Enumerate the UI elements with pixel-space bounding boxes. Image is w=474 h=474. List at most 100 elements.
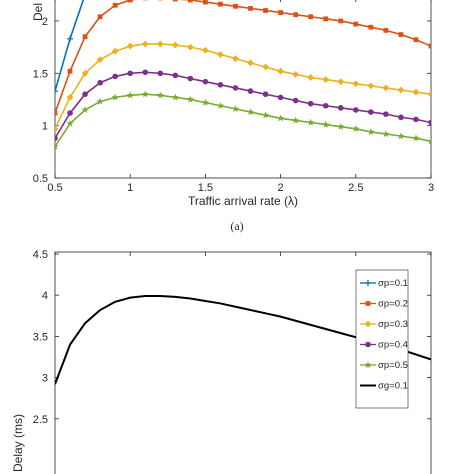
data-point <box>247 88 254 94</box>
legend-entry: σp=0.4 <box>360 340 408 351</box>
data-point <box>262 63 269 71</box>
series-3 <box>55 40 431 133</box>
chart-b-series <box>55 295 431 385</box>
data-point <box>171 93 179 101</box>
data-point <box>367 128 375 135</box>
chart-a: 0.5 1 1.5 2 2.5 3 0.5 1 1.5 2 Traffic arrival rat… <box>31 0 434 233</box>
chart-a-y-axis-label: Del <box>31 3 45 21</box>
data-point <box>263 8 268 13</box>
legend-label: σg=0.1 <box>378 381 408 392</box>
data-point <box>246 108 255 116</box>
series-line <box>55 0 85 92</box>
y-tick-label: 2.5 <box>33 414 48 426</box>
legend-entry: σp=0.5 <box>360 360 408 371</box>
data-point <box>412 88 420 96</box>
series-2 <box>55 0 431 116</box>
data-point <box>216 101 225 109</box>
data-point <box>276 114 285 122</box>
legend-entry: σp=0.2 <box>360 299 408 310</box>
data-point <box>171 41 179 49</box>
x-tick-label: 2.5 <box>348 182 363 194</box>
data-point <box>428 119 431 126</box>
data-point <box>353 21 359 27</box>
chart-b: 2.533.544.5 Delay (ms) σp=0.1σp=0.2σp=0.… <box>11 249 432 474</box>
legend-label: σp=0.2 <box>378 299 408 310</box>
data-point <box>55 110 58 116</box>
chart-b-tick-labels: 2.5 3 3.5 4 4.5 <box>33 249 48 426</box>
data-point <box>126 91 134 99</box>
data-point <box>111 93 119 101</box>
data-point <box>307 100 314 107</box>
data-point <box>186 43 194 51</box>
data-point <box>81 106 89 114</box>
data-point <box>397 86 405 94</box>
series-5 <box>55 90 431 150</box>
legend-label: σp=0.1 <box>378 278 408 289</box>
data-point <box>293 12 299 18</box>
data-point <box>382 84 390 92</box>
y-tick-label: 3 <box>42 373 48 385</box>
data-point <box>67 35 74 42</box>
data-point <box>156 91 164 99</box>
x-tick-label: 2 <box>278 182 284 194</box>
data-point <box>382 130 390 138</box>
data-point <box>427 90 431 98</box>
data-point <box>231 105 240 112</box>
data-point <box>55 142 59 150</box>
data-point <box>96 56 104 64</box>
y-tick-label: 0.5 <box>33 173 48 185</box>
chart-a-ticks <box>54 0 432 179</box>
data-point <box>156 40 164 48</box>
data-point <box>172 72 179 79</box>
legend-marker <box>364 361 372 369</box>
data-point <box>201 98 210 106</box>
data-point <box>127 0 133 3</box>
data-point <box>353 107 359 113</box>
data-point <box>322 76 330 83</box>
y-tick-label: 4 <box>42 290 48 302</box>
data-point <box>67 110 73 116</box>
data-point <box>217 82 224 88</box>
data-point <box>352 124 360 132</box>
chart-b-y-axis-label: Delay (ms) <box>11 414 25 472</box>
legend-entry: σp=0.3 <box>360 319 408 330</box>
data-point <box>413 116 419 123</box>
chart-a-x-axis-label: Traffic arrival rate (λ) <box>188 194 298 208</box>
data-point <box>67 68 73 74</box>
data-point <box>397 132 405 140</box>
data-point <box>112 73 118 80</box>
data-point <box>81 69 89 77</box>
x-tick-label: 1 <box>127 182 133 194</box>
legend-label: σp=0.4 <box>378 340 408 351</box>
y-tick-label: 4.5 <box>33 249 48 261</box>
data-point <box>337 122 345 130</box>
legend-marker <box>364 320 372 328</box>
series-1 <box>55 0 85 95</box>
legend-entry: σp=0.1 <box>360 278 408 289</box>
data-point <box>187 0 193 3</box>
data-point <box>261 111 270 119</box>
data-point <box>217 51 224 58</box>
data-point <box>111 47 119 55</box>
y-tick-label: 1.5 <box>33 68 48 80</box>
data-point <box>322 102 329 109</box>
series-4 <box>55 69 431 142</box>
data-point <box>82 34 88 40</box>
data-point <box>323 16 329 22</box>
data-point <box>278 10 283 15</box>
data-point <box>308 14 314 20</box>
legend-entry: σg=0.1 <box>360 381 408 392</box>
data-point <box>277 94 284 101</box>
data-point <box>368 109 374 115</box>
series-line <box>55 295 431 385</box>
data-point <box>55 135 58 142</box>
legend-label: σp=0.5 <box>378 360 408 371</box>
data-point <box>55 88 58 95</box>
data-point <box>97 14 103 20</box>
legend-marker <box>365 341 371 348</box>
data-point <box>413 37 419 43</box>
chart-a-tick-labels: 0.5 1 1.5 2 2.5 3 0.5 1 1.5 2 <box>33 16 434 194</box>
legend-marker <box>365 280 371 286</box>
data-point <box>292 116 300 124</box>
